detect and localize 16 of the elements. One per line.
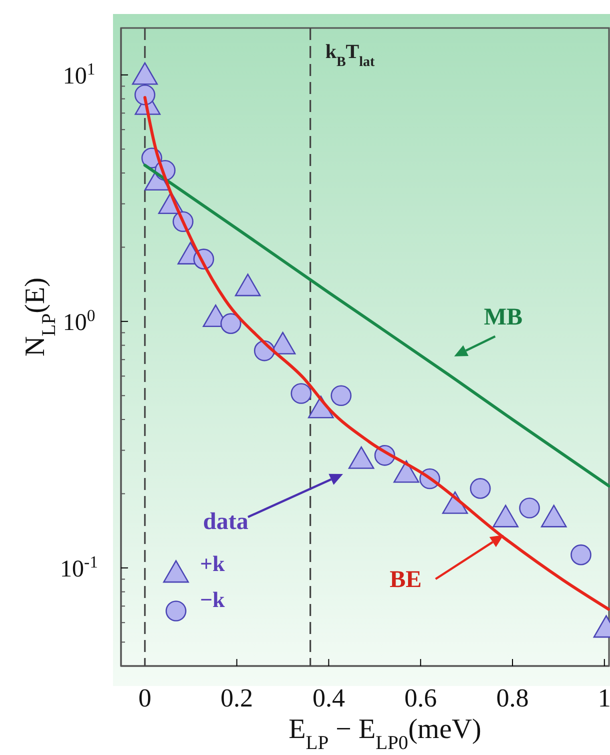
x-tick-label: 0.8: [496, 683, 529, 712]
legend-label: +k: [200, 551, 226, 576]
x-tick-label: 1: [598, 683, 610, 712]
ref-line-label: k$_{B}$T$_{lat}$: [325, 41, 376, 70]
y-tick-label: 10$^{-1}$: [60, 552, 98, 582]
annotation: data: [203, 509, 248, 535]
text: MB: [484, 304, 523, 330]
x-tick-label: 0.2: [220, 683, 254, 712]
x-tick-label: 0.4: [312, 683, 345, 712]
x-tick-label: 0.6: [404, 683, 437, 712]
x-axis-title: E$_{LP}$ − E$_{LP0}$(meV): [288, 714, 482, 754]
y-tick-label: 10$^{1}$: [62, 58, 96, 90]
text: BE: [390, 567, 422, 593]
x-tick-label: 0: [138, 683, 152, 712]
y-tick-label: 10$^{0}$: [62, 305, 96, 336]
legend-label: −k: [200, 587, 226, 612]
